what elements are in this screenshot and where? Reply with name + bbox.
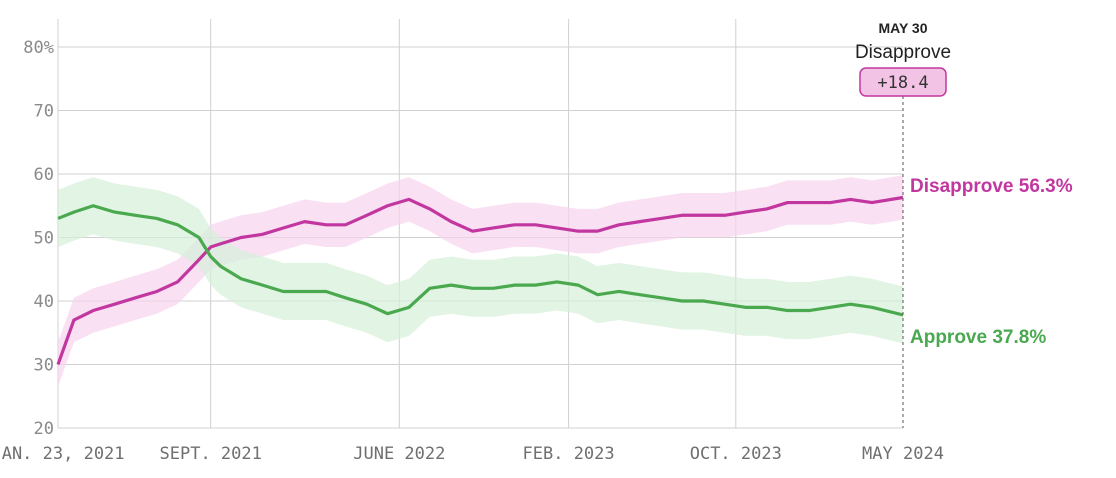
y-tick-label: 80% [23,38,54,58]
y-tick-label: 30 [34,356,54,376]
x-tick-label: FEB. 2023 [523,444,615,464]
y-tick-label: 60 [34,165,54,185]
x-tick-label: SEPT. 2021 [160,444,262,464]
y-axis-labels: 20 30 40 50 60 70 80% [23,38,54,439]
line-approve [57,204,904,317]
approve-end-label: Approve 37.8% [910,327,1046,348]
x-axis-labels: JAN. 23, 2021 SEPT. 2021 JUNE 2022 FEB. 202… [0,444,944,464]
cursor-leader-label: Disapprove [855,42,951,63]
x-tick-label: JUNE 2022 [353,444,445,464]
cursor-date: MAY 30 [878,20,927,36]
y-tick-label: 20 [34,419,54,439]
x-tick-label: MAY 2024 [862,444,944,464]
series-lines [56,195,904,366]
band-disapprove [58,175,903,387]
margin-badge [859,67,947,97]
line-disapprove [56,195,904,366]
x-tick-label: OCT. 2023 [690,444,782,464]
y-tick-label: 70 [34,102,54,122]
y-tick-label: 40 [34,292,54,312]
y-tick-label: 50 [34,229,54,249]
margin-badge-value: +18.4 [877,73,928,93]
disapprove-end-label: Disapprove 56.3% [910,176,1073,197]
x-tick-label: JAN. 23, 2021 [0,444,125,464]
